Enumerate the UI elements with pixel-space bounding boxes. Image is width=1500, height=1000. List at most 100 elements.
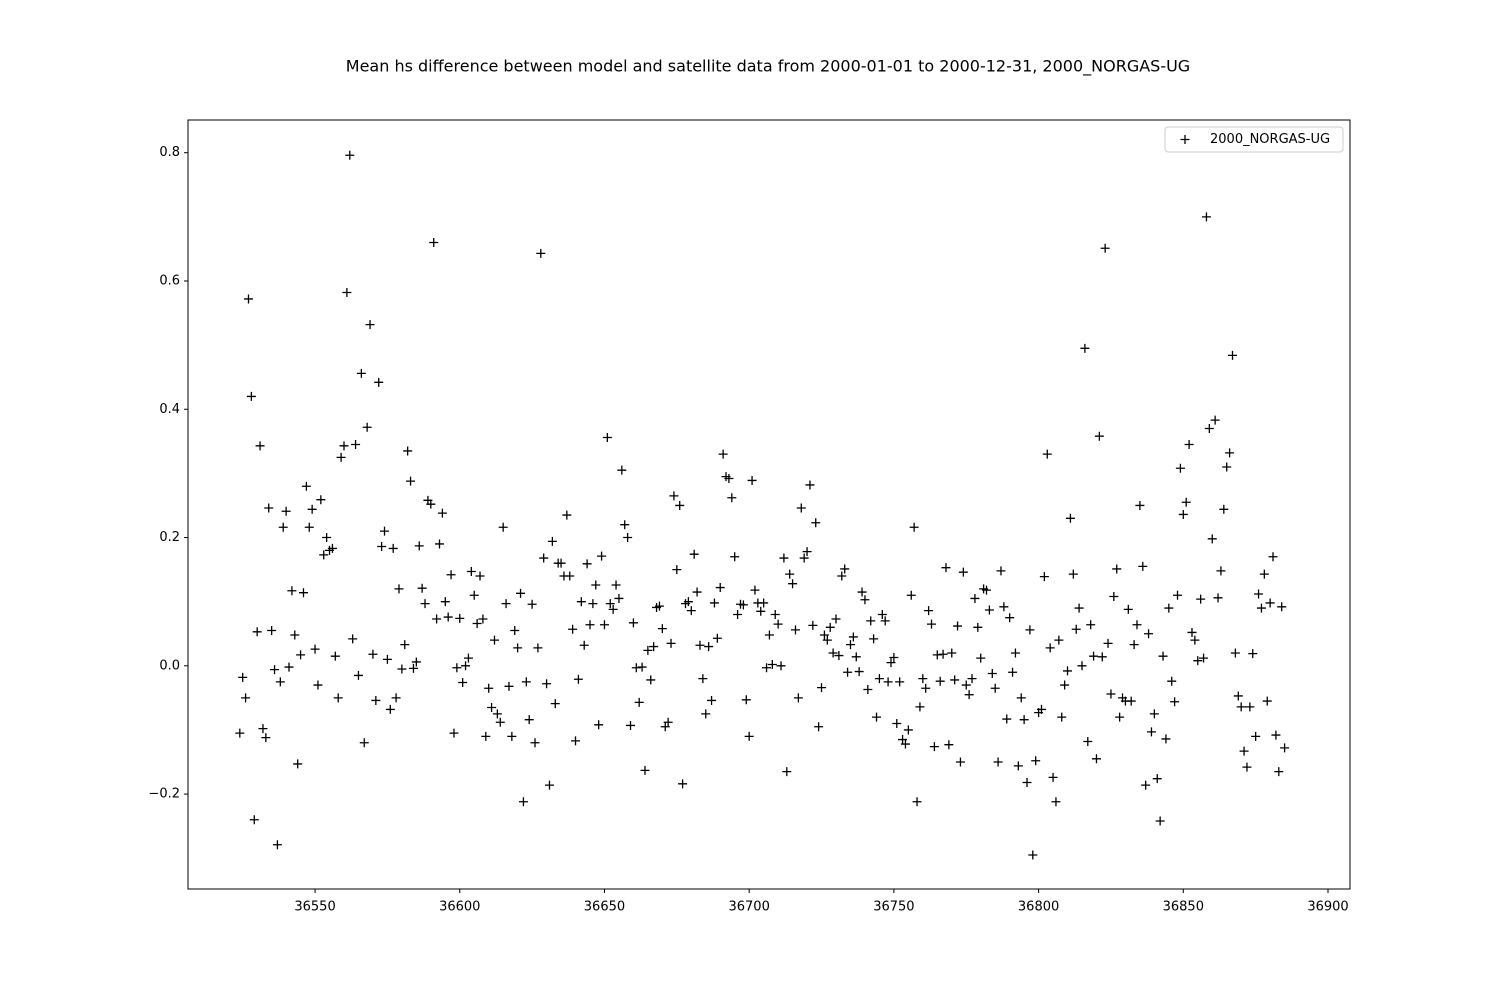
data-point <box>1091 754 1101 764</box>
data-point <box>371 695 381 705</box>
data-point <box>1222 462 1232 472</box>
data-point <box>1161 734 1171 744</box>
data-point <box>837 571 847 581</box>
data-point <box>819 630 829 640</box>
data-point <box>1016 693 1026 703</box>
x-tick-label: 36850 <box>1163 900 1204 915</box>
data-point <box>918 674 928 684</box>
data-point <box>319 550 329 560</box>
data-point <box>304 522 314 532</box>
data-point <box>872 712 882 722</box>
data-point <box>1089 651 1099 661</box>
data-point <box>724 474 734 484</box>
data-point <box>1103 638 1113 648</box>
data-point <box>1132 620 1142 630</box>
data-point <box>1097 652 1107 662</box>
data-point <box>799 553 809 563</box>
data-point <box>495 717 505 727</box>
data-point <box>539 553 549 563</box>
data-point <box>1207 534 1217 544</box>
data-point <box>1233 691 1243 701</box>
data-point <box>249 815 259 825</box>
data-point <box>1100 243 1110 253</box>
data-point <box>1060 680 1070 690</box>
data-point <box>623 533 633 543</box>
data-point <box>738 600 748 610</box>
data-point <box>516 588 526 598</box>
data-point <box>1242 762 1252 772</box>
data-point <box>840 564 850 574</box>
data-point <box>536 248 546 258</box>
data-point <box>1277 602 1287 612</box>
data-point <box>565 571 575 581</box>
data-point <box>1008 667 1018 677</box>
data-point <box>1005 613 1015 623</box>
y-tick-label: 0.2 <box>159 530 180 545</box>
data-point <box>1254 589 1264 599</box>
data-point <box>689 549 699 559</box>
data-point <box>556 558 566 568</box>
data-point <box>906 590 916 600</box>
data-point <box>298 588 308 598</box>
data-point <box>767 660 777 670</box>
data-point <box>1039 572 1049 582</box>
y-tick-label: 0.6 <box>159 273 180 288</box>
data-point <box>1054 635 1064 645</box>
data-point <box>336 452 346 462</box>
data-point <box>866 616 876 626</box>
data-point <box>1071 624 1081 634</box>
data-point <box>1025 625 1035 635</box>
data-point <box>834 651 844 661</box>
data-point <box>831 614 841 624</box>
data-point <box>243 294 253 304</box>
data-point <box>782 767 792 777</box>
data-point <box>507 731 517 741</box>
data-point <box>385 704 395 714</box>
data-point <box>466 567 476 577</box>
data-point <box>301 481 311 491</box>
data-point <box>246 391 256 401</box>
data-point <box>1199 653 1209 663</box>
data-point <box>310 644 320 654</box>
data-point <box>617 465 627 475</box>
data-point <box>764 630 774 640</box>
data-point <box>1152 774 1162 784</box>
data-point <box>417 583 427 593</box>
data-point <box>446 570 456 580</box>
data-point <box>463 653 473 663</box>
data-point <box>594 720 604 730</box>
data-point <box>889 652 899 662</box>
data-point <box>1225 448 1235 458</box>
data-point <box>351 440 361 450</box>
data-point <box>530 738 540 748</box>
data-point <box>238 672 248 682</box>
data-point <box>267 626 277 636</box>
data-point <box>851 652 861 662</box>
data-point <box>307 504 317 514</box>
data-point <box>1045 643 1055 653</box>
data-point <box>1123 604 1133 614</box>
data-point <box>941 563 951 573</box>
data-point <box>643 645 653 655</box>
data-point <box>1094 431 1104 441</box>
data-point <box>1219 504 1229 514</box>
x-tick-label: 36800 <box>1018 900 1059 915</box>
data-point <box>874 674 884 684</box>
data-point <box>1144 629 1154 639</box>
data-point <box>741 695 751 705</box>
data-point <box>1259 569 1269 579</box>
data-point <box>669 491 679 501</box>
data-point <box>1167 676 1177 686</box>
data-point <box>1158 651 1168 661</box>
data-point <box>996 566 1006 576</box>
data-point <box>857 587 867 597</box>
data-point <box>1184 440 1194 450</box>
data-point <box>1019 715 1029 725</box>
data-point <box>388 543 398 553</box>
chart-title: Mean hs difference between model and sat… <box>346 57 1190 77</box>
data-point <box>701 709 711 719</box>
data-point <box>1173 590 1183 600</box>
data-point <box>929 742 939 752</box>
data-point <box>744 731 754 741</box>
plot-frame <box>187 119 1351 890</box>
